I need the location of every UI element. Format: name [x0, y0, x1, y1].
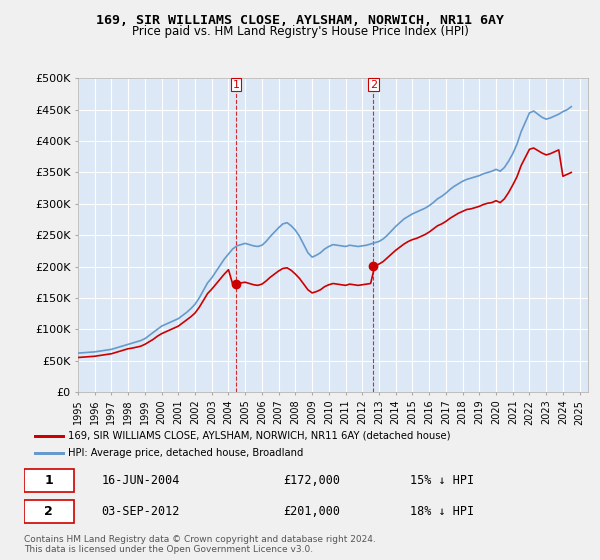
- Text: Price paid vs. HM Land Registry's House Price Index (HPI): Price paid vs. HM Land Registry's House …: [131, 25, 469, 38]
- Text: 18% ↓ HPI: 18% ↓ HPI: [410, 505, 475, 519]
- Text: HPI: Average price, detached house, Broadland: HPI: Average price, detached house, Broa…: [68, 448, 304, 458]
- Text: 169, SIR WILLIAMS CLOSE, AYLSHAM, NORWICH, NR11 6AY: 169, SIR WILLIAMS CLOSE, AYLSHAM, NORWIC…: [96, 14, 504, 27]
- Text: Contains HM Land Registry data © Crown copyright and database right 2024.
This d: Contains HM Land Registry data © Crown c…: [24, 535, 376, 554]
- Text: 16-JUN-2004: 16-JUN-2004: [101, 474, 179, 487]
- Text: 1: 1: [233, 80, 239, 90]
- FancyBboxPatch shape: [24, 469, 74, 492]
- Text: 03-SEP-2012: 03-SEP-2012: [101, 505, 179, 519]
- Text: 2: 2: [370, 80, 377, 90]
- Text: 2: 2: [44, 505, 53, 519]
- FancyBboxPatch shape: [24, 500, 74, 524]
- Text: 15% ↓ HPI: 15% ↓ HPI: [410, 474, 475, 487]
- Text: £172,000: £172,000: [283, 474, 340, 487]
- Text: £201,000: £201,000: [283, 505, 340, 519]
- Text: 1: 1: [44, 474, 53, 487]
- Text: 169, SIR WILLIAMS CLOSE, AYLSHAM, NORWICH, NR11 6AY (detached house): 169, SIR WILLIAMS CLOSE, AYLSHAM, NORWIC…: [68, 431, 451, 441]
